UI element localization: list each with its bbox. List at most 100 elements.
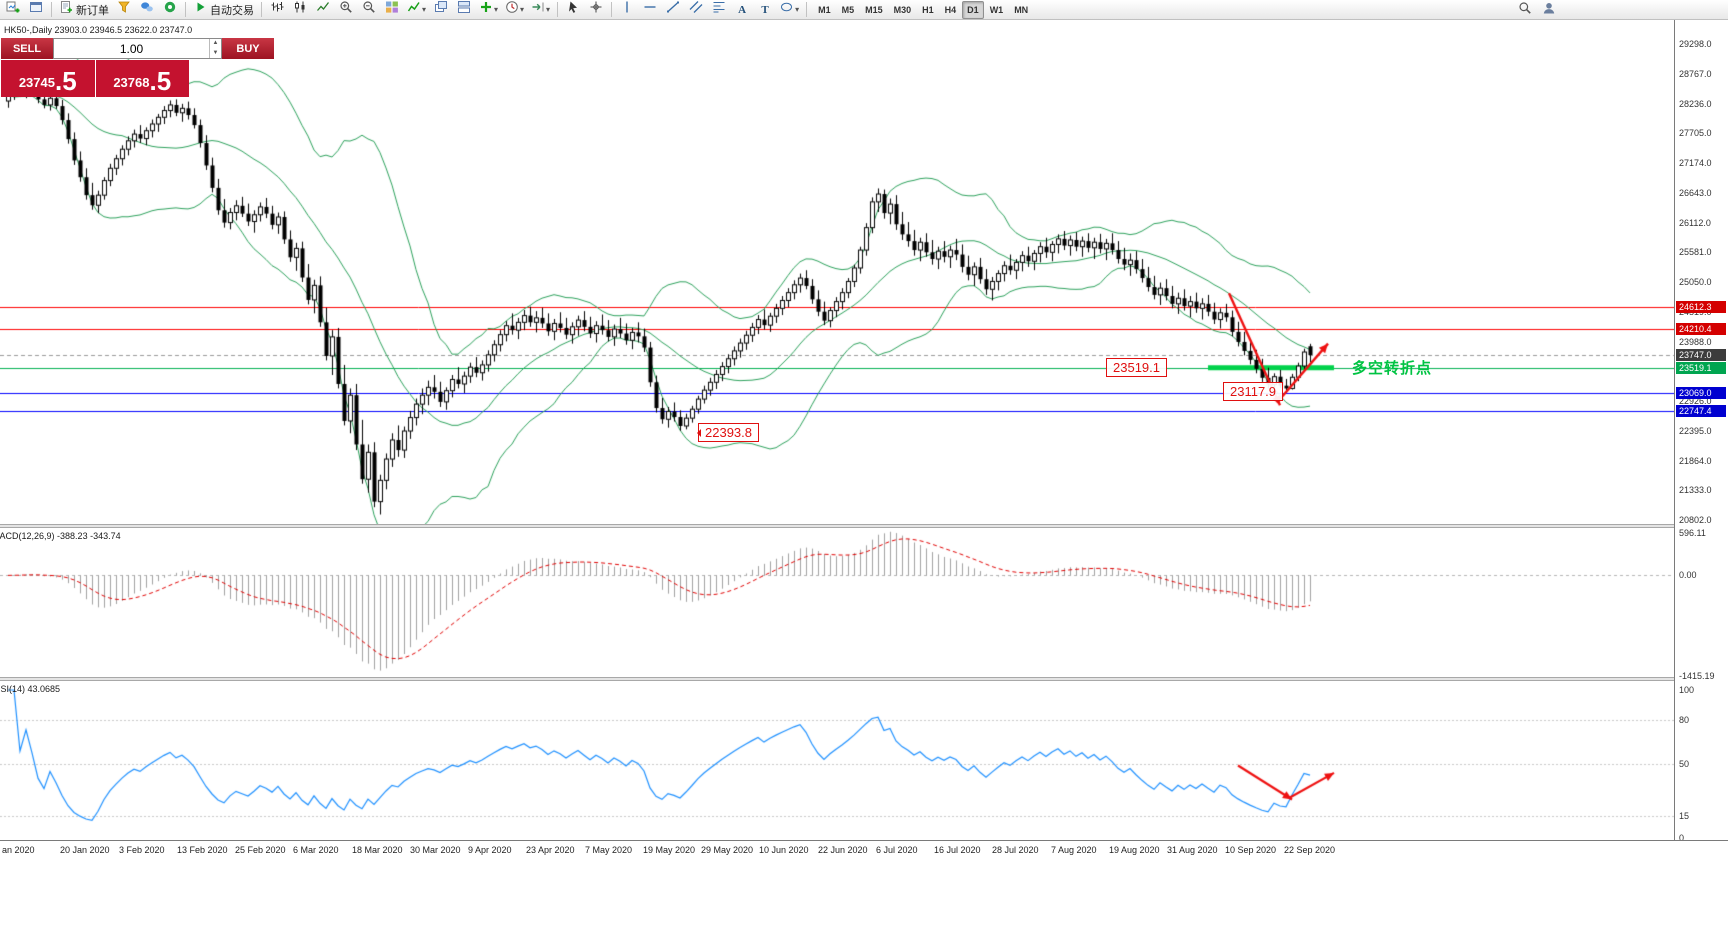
price-tag: 24210.4 — [1676, 323, 1726, 335]
add-object-button[interactable]: ▾ — [476, 1, 501, 19]
clock-button[interactable]: ▾ — [502, 1, 527, 19]
new-order-button[interactable]: 新订单 — [56, 1, 112, 19]
fibonacci-button[interactable] — [708, 1, 730, 19]
profiles-button[interactable] — [25, 1, 47, 19]
date-label: 7 Aug 2020 — [1051, 845, 1097, 855]
date-label: 6 Mar 2020 — [293, 845, 339, 855]
volume-stepper[interactable]: ▲ ▼ — [209, 39, 221, 58]
price-tag: 23747.0 — [1676, 349, 1726, 361]
one-click-prices: 23745.5 23768.5 — [1, 60, 189, 97]
sell-button[interactable]: SELL — [1, 38, 53, 59]
rsi-tick: 80 — [1679, 715, 1690, 725]
timeframe-h1[interactable]: H1 — [922, 4, 934, 15]
filter-button[interactable] — [113, 1, 135, 19]
cascade-windows-button[interactable] — [430, 1, 452, 19]
price-tick: 23988.0 — [1679, 337, 1712, 347]
annotation-level-23519[interactable]: 23519.1 — [1106, 358, 1167, 377]
toolbar-separator — [261, 2, 262, 17]
date-label: 29 May 2020 — [701, 845, 754, 855]
buy-price-main: 23768 — [113, 75, 150, 90]
volume-input[interactable] — [54, 39, 209, 58]
new-order-label: 新订单 — [76, 4, 109, 17]
macd-values: -388.23 -343.74 — [57, 531, 121, 541]
crosshair-button[interactable] — [585, 1, 607, 19]
date-label: 13 Feb 2020 — [177, 845, 228, 855]
new-chart-button[interactable] — [2, 1, 24, 19]
support-button[interactable] — [159, 1, 181, 19]
timeframe-mn[interactable]: MN — [1014, 4, 1029, 15]
tile-windows-button[interactable] — [381, 1, 403, 19]
rsi-value: 43.0685 — [27, 684, 61, 694]
cursor-button[interactable] — [562, 1, 584, 19]
chevron-down-icon: ▾ — [494, 5, 499, 14]
channel-icon — [689, 0, 703, 19]
chat-button[interactable] — [136, 1, 158, 19]
autotrading-label: 自动交易 — [210, 4, 254, 17]
price-tag: 24612.3 — [1676, 301, 1726, 313]
price-tick: 26112.0 — [1679, 218, 1711, 228]
zoom-in-button[interactable] — [335, 1, 357, 19]
macd-tick: 596.11 — [1679, 528, 1706, 538]
cursor-icon — [566, 0, 580, 19]
chevron-down-icon: ▾ — [795, 5, 800, 14]
annotation-level-22393[interactable]: 22393.8 — [697, 423, 759, 442]
price-tick: 25050.0 — [1679, 277, 1712, 287]
price-tick: 29298.0 — [1679, 39, 1712, 49]
chart-symbol-period: HK50-,Daily — [4, 25, 53, 35]
price-axis[interactable]: 29298.0 28767.0 28236.0 27705.0 27174.0 26643… — [1674, 20, 1728, 843]
horizontal-line-button[interactable] — [639, 1, 661, 19]
date-label: 19 May 2020 — [643, 845, 696, 855]
account-button[interactable] — [1538, 1, 1560, 19]
chart-ohlc-values: 23903.0 23946.5 23622.0 23747.0 — [54, 25, 193, 35]
search-button[interactable] — [1514, 1, 1536, 19]
arrange-windows-button[interactable] — [453, 1, 475, 19]
timeframe-m30[interactable]: M30 — [893, 4, 912, 15]
trendline-button[interactable] — [662, 1, 684, 19]
date-label: 19 Aug 2020 — [1109, 845, 1160, 855]
macd-canvas[interactable] — [0, 528, 1674, 677]
timeframe-w1[interactable]: W1 — [989, 4, 1004, 15]
channel-button[interactable] — [685, 1, 707, 19]
date-label: 22 Jun 2020 — [818, 845, 868, 855]
chart-shift-button[interactable]: ▾ — [528, 1, 553, 19]
bar-chart-button[interactable] — [266, 1, 288, 19]
annotation-turning-point[interactable]: 多空转折点 — [1352, 360, 1433, 377]
price-tick: 27174.0 — [1679, 158, 1712, 168]
price-tick: 25581.0 — [1679, 247, 1712, 257]
timeframe-m15[interactable]: M15 — [865, 4, 883, 15]
main-chart-canvas[interactable] — [0, 20, 1674, 524]
line-chart-button[interactable] — [312, 1, 334, 19]
date-label: an 2020 — [2, 845, 35, 855]
step-down-icon[interactable]: ▼ — [212, 49, 219, 56]
step-up-icon[interactable]: ▲ — [212, 40, 219, 46]
text-label-button[interactable]: T — [754, 1, 776, 19]
timeframe-h4[interactable]: H4 — [944, 4, 957, 15]
indicators-button[interactable]: ▾ — [404, 1, 429, 19]
date-label: 9 Apr 2020 — [468, 845, 512, 855]
price-tick: 28767.0 — [1679, 69, 1712, 79]
zoom-out-icon — [362, 0, 376, 19]
timeframe-m5[interactable]: M5 — [841, 4, 855, 15]
vertical-line-button[interactable] — [616, 1, 638, 19]
timeframe-m1[interactable]: M1 — [818, 4, 831, 15]
rsi-canvas[interactable] — [0, 681, 1674, 840]
buy-price[interactable]: 23768.5 — [95, 60, 189, 97]
zoom-out-button[interactable] — [358, 1, 380, 19]
buy-button[interactable]: BUY — [222, 38, 274, 59]
pane-separator[interactable] — [0, 524, 1728, 528]
date-label: 16 Jul 2020 — [934, 845, 981, 855]
timeframe-d1[interactable]: D1 — [962, 0, 984, 19]
date-label: 10 Sep 2020 — [1225, 845, 1277, 855]
main-chart-pane: HK50-,Daily 23903.0 23946.5 23622.0 2374… — [0, 20, 1674, 524]
pane-separator[interactable] — [0, 677, 1728, 681]
candlestick-chart-button[interactable] — [289, 1, 311, 19]
price-tag: 23069.0 — [1676, 387, 1726, 399]
annotation-level-23117[interactable]: 23117.9 — [1223, 382, 1284, 401]
date-axis[interactable]: an 2020 20 Jan 2020 3 Feb 2020 13 Feb 2020 2… — [0, 840, 1728, 858]
sell-price[interactable]: 23745.5 — [1, 60, 95, 97]
shapes-button[interactable]: ▾ — [777, 1, 802, 19]
sell-price-fraction: .5 — [54, 66, 77, 96]
text-button[interactable]: A — [731, 1, 753, 19]
autotrading-button[interactable]: 自动交易 — [190, 1, 257, 19]
candlestick-icon — [293, 0, 307, 19]
